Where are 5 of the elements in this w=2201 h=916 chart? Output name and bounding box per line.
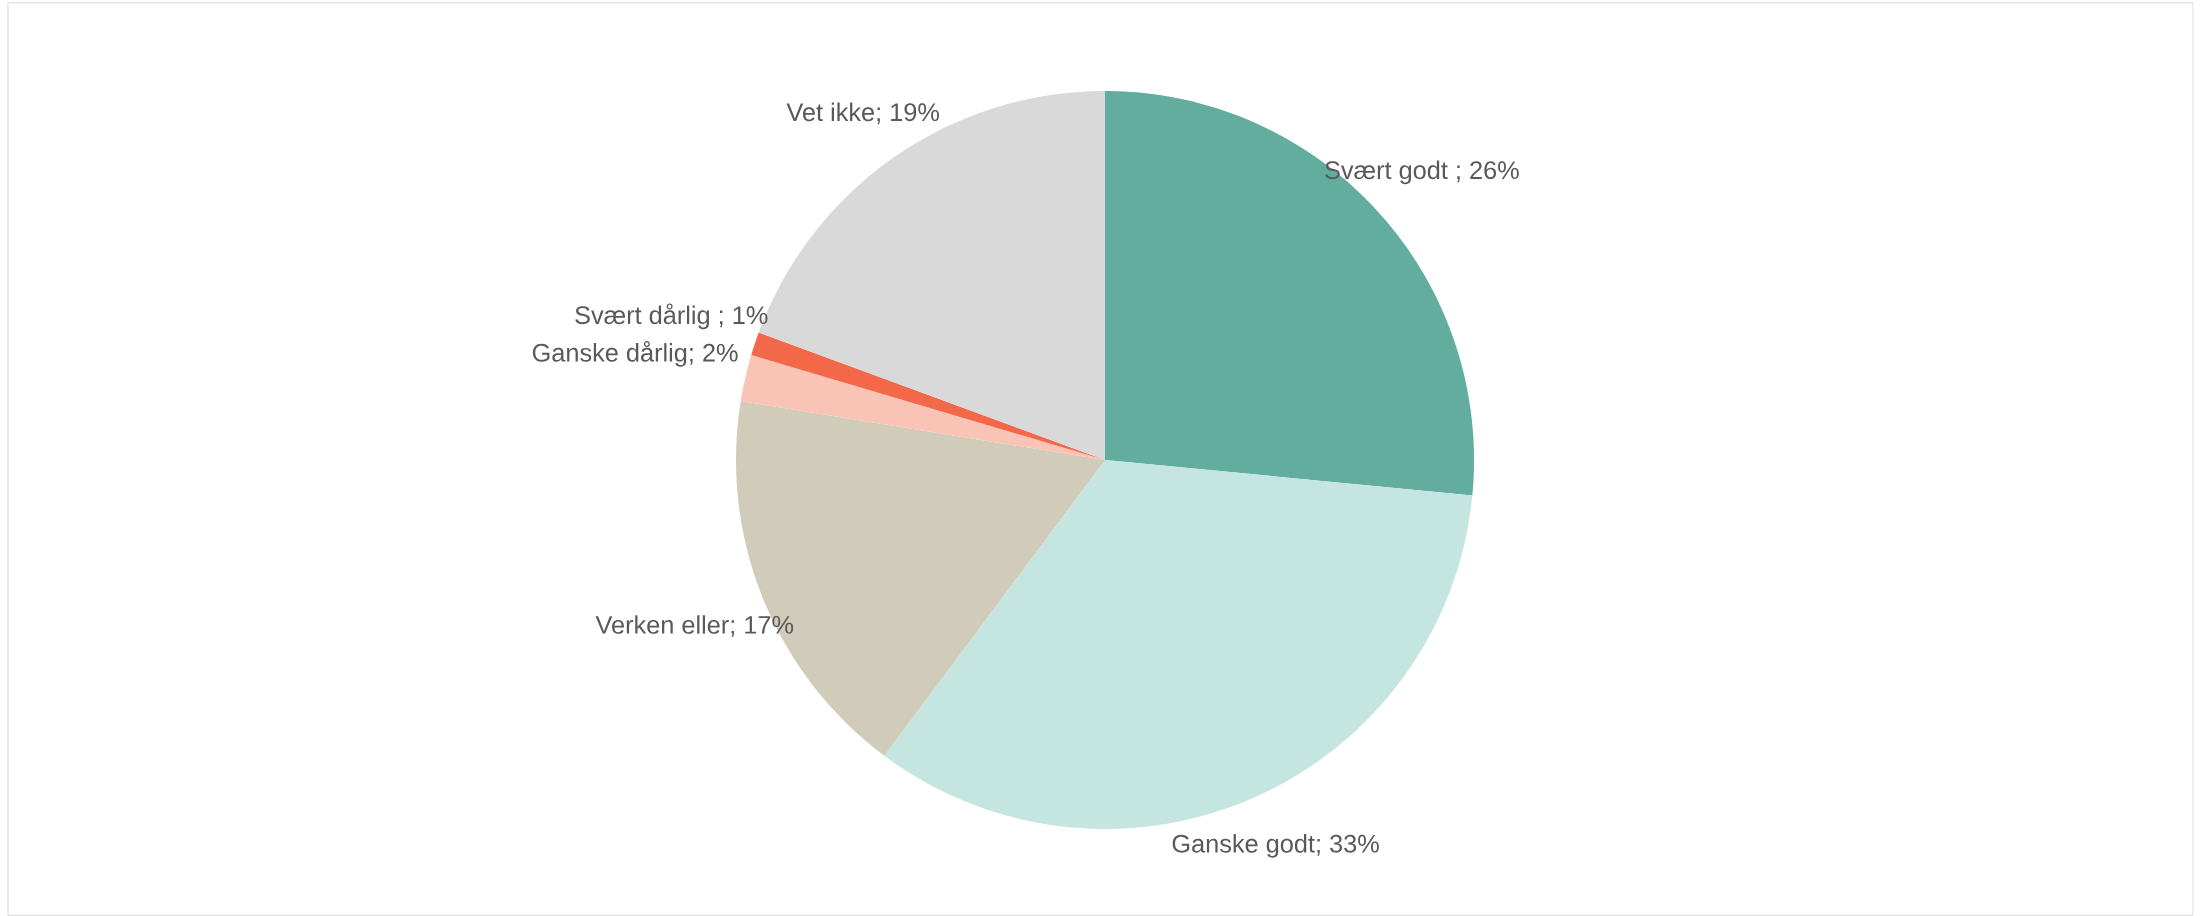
slice-label: Svært dårlig ; 1%: [575, 303, 768, 330]
slice-label: Ganske dårlig; 2%: [532, 341, 738, 367]
slice-label: Vet ikke; 19%: [786, 102, 939, 125]
slice-label: Ganske godt; 33%: [1172, 834, 1379, 858]
slice-label: Verken eller; 17%: [595, 615, 794, 637]
